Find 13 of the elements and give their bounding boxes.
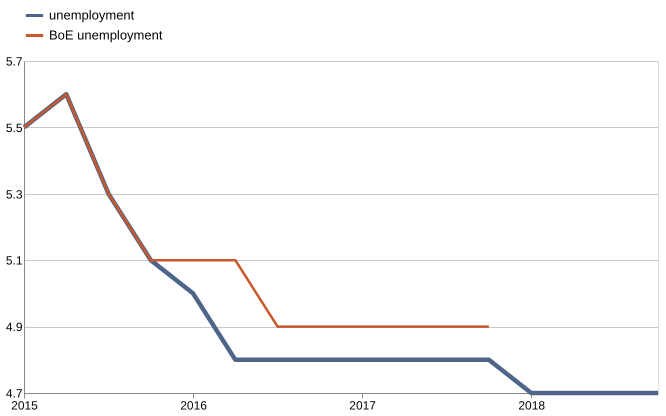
legend-label: BoE unemployment xyxy=(49,28,163,42)
x-tick-label: 2016 xyxy=(180,398,208,412)
y-tick-label: 5.7 xyxy=(6,54,23,68)
y-tick-label: 5.3 xyxy=(6,187,23,202)
legend-label: unemployment xyxy=(49,8,135,22)
y-tick-label: 5.1 xyxy=(6,254,23,268)
y-tick-label: 4.9 xyxy=(6,320,23,334)
y-tick-label: 4.7 xyxy=(6,386,23,400)
x-tick-label: 2018 xyxy=(518,398,546,412)
x-tick-label: 2017 xyxy=(349,398,376,412)
x-tick-label: 2015 xyxy=(11,398,38,412)
line-series xyxy=(22,92,490,328)
y-tick-label: 5.5 xyxy=(6,120,23,135)
